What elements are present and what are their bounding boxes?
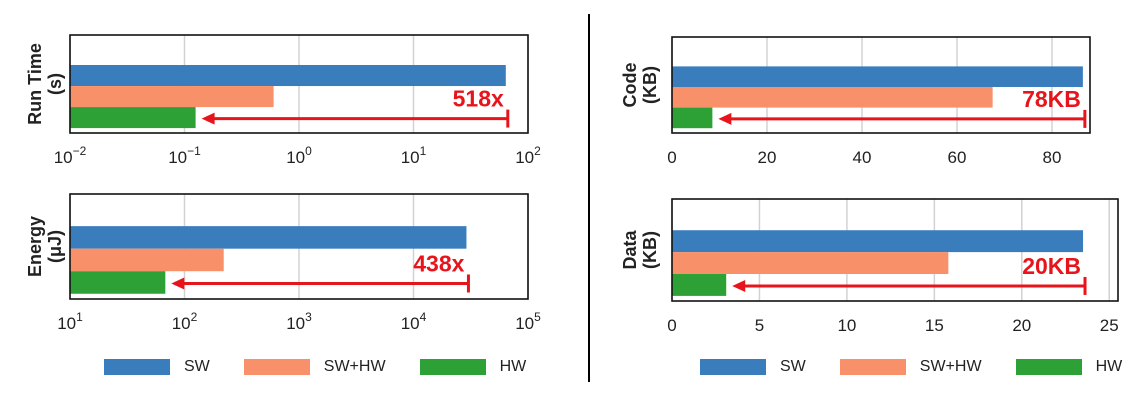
x-tick-label: 0 [667, 148, 676, 167]
legend-right: SW SW+HW HW [700, 358, 1140, 376]
panel-divider [588, 14, 590, 382]
legend-item-sw: SW [104, 358, 210, 376]
legend-label-swhw: SW+HW [323, 358, 386, 375]
bar-hw [70, 107, 196, 129]
plot-frame [671, 198, 1119, 302]
annotation-arrow-head [718, 112, 732, 125]
chart-energy: 101 102 103 104 105 Energy(μJ) 438x [25, 193, 541, 333]
annotation-label: 78KB [1022, 86, 1081, 112]
x-tick-label: 104 [401, 310, 427, 333]
bar-swhw [70, 86, 274, 108]
x-tick-label: 5 [755, 316, 764, 335]
bar-hw [70, 271, 166, 294]
annotation-arrow-head [201, 112, 215, 125]
y-axis-label: Energy(μJ) [25, 216, 65, 277]
chart-runtime: 10−2 10−1 100 101 102 Run Time(s) 518x [25, 34, 541, 167]
y-axis-label: Run Time(s) [25, 43, 65, 125]
legend-label-sw: SW [780, 358, 806, 375]
x-tick-label: 102 [172, 310, 198, 333]
x-tick-label: 105 [515, 310, 541, 333]
plot-frame [69, 34, 529, 134]
y-axis-label: Data(KB) [620, 230, 660, 270]
chart-data: 0 5 10 15 20 25 Data(KB) 20KB [620, 198, 1119, 335]
x-tick-label: 101 [57, 310, 83, 333]
x-tick-label: 101 [401, 144, 427, 167]
legend-swatch-swhw [839, 359, 906, 375]
x-tick-label: 40 [853, 148, 872, 167]
x-tick-label: 80 [1043, 148, 1062, 167]
x-tick-label: 20 [1012, 316, 1031, 335]
annotation-label: 20KB [1022, 253, 1081, 279]
legend-left: SW SW+HW HW [104, 358, 560, 376]
legend-swatch-sw [700, 359, 766, 375]
plot-frame [69, 193, 529, 300]
bar-sw [672, 230, 1084, 253]
legend-label-hw: HW [499, 358, 527, 375]
legend-swatch-sw [104, 359, 170, 375]
legend-label-sw: SW [184, 358, 210, 375]
annotation-label: 518x [453, 86, 504, 112]
x-tick-label: 10 [837, 316, 856, 335]
legend-item-swhw: SW+HW [243, 358, 386, 376]
x-tick-label: 10−1 [168, 144, 201, 167]
annotation-arrow-head [171, 277, 185, 290]
bar-hw [672, 107, 713, 129]
bar-sw [672, 66, 1083, 87]
x-tick-label: 103 [286, 310, 312, 333]
legend-item-sw: SW [700, 358, 806, 376]
bar-swhw [672, 86, 993, 108]
bar-sw [70, 226, 467, 249]
x-tick-label: 20 [758, 148, 777, 167]
plot-frame [671, 36, 1091, 134]
legend-swatch-hw [1015, 359, 1082, 375]
legend-item-hw: HW [419, 358, 527, 376]
bar-sw [70, 65, 506, 87]
legend-item-hw: HW [1015, 358, 1123, 376]
bar-hw [672, 274, 727, 296]
legend-label-swhw: SW+HW [919, 358, 982, 375]
legend-item-swhw: SW+HW [839, 358, 982, 376]
bar-swhw [70, 248, 224, 272]
x-tick-label: 100 [286, 144, 312, 167]
chart-code: 0 20 40 60 80 Code(KB) 78KB [620, 36, 1091, 167]
x-tick-label: 102 [515, 144, 541, 167]
legend-swatch-hw [419, 359, 486, 375]
x-tick-label: 10−2 [54, 144, 87, 167]
x-tick-label: 25 [1100, 316, 1119, 335]
x-tick-label: 15 [925, 316, 944, 335]
x-tick-label: 60 [948, 148, 967, 167]
legend-label-hw: HW [1095, 358, 1123, 375]
annotation-arrow-head [732, 279, 746, 292]
y-axis-label: Code(KB) [620, 63, 660, 108]
annotation-label: 438x [413, 250, 464, 276]
legend-swatch-swhw [243, 359, 310, 375]
x-tick-label: 0 [667, 316, 676, 335]
bar-swhw [672, 252, 949, 275]
